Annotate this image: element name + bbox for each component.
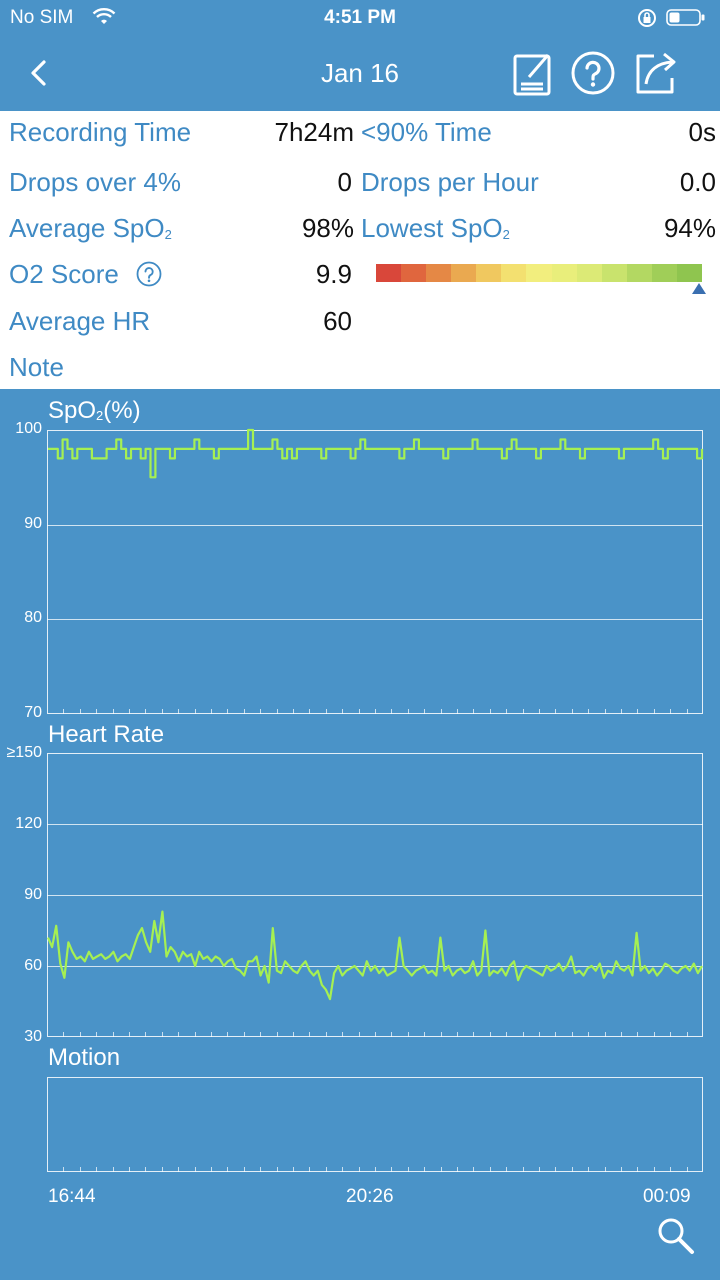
battery-icon: [666, 9, 706, 26]
spo2-chart-title-text: SpO: [48, 397, 97, 424]
o2-score-value: 9.9: [315, 259, 352, 289]
carrier-label: No SIM: [10, 7, 74, 28]
average-spo2-label: Average SpO2: [9, 213, 172, 244]
spo2-ytick-label: 100: [15, 420, 42, 437]
lowest-spo2-label-text: Lowest SpO: [361, 213, 503, 243]
chart-grid: [47, 753, 703, 1037]
zoom-button[interactable]: [656, 1216, 696, 1256]
chart-grid: [47, 1077, 703, 1172]
wifi-icon: [92, 7, 116, 33]
spo2-chart-title-sub: 2: [96, 408, 104, 423]
below-90-time-label: <90% Time: [361, 117, 492, 147]
chart-grid: [47, 430, 703, 714]
average-spo2-value: 98%: [301, 213, 354, 243]
hr-ytick-label: 90: [24, 886, 42, 903]
hr-ytick-label: 120: [15, 815, 42, 832]
recording-time-label: Recording Time: [9, 117, 192, 147]
heart-rate-chart-title: Heart Rate: [48, 721, 165, 748]
spo2-ytick-label: 70: [24, 704, 42, 721]
drops-per-hour-label: Drops per Hour: [361, 167, 539, 197]
lowest-spo2-label: Lowest SpO2: [361, 213, 510, 244]
x-axis-start-label: 16:44: [48, 1186, 96, 1207]
average-spo2-label-sub: 2: [164, 227, 172, 242]
average-hr-value: 60: [323, 306, 352, 336]
edit-note-button[interactable]: [510, 50, 556, 96]
x-axis-end-label: 00:09: [643, 1186, 691, 1207]
o2-score-scale: [376, 264, 703, 282]
heart-rate-chart: [46, 753, 703, 1037]
below-90-time-value: 0s: [688, 117, 716, 147]
orientation-lock-icon: [636, 7, 658, 35]
spo2-chart: [47, 428, 704, 714]
question-icon: [571, 51, 615, 95]
back-button[interactable]: [22, 54, 56, 92]
o2-score-help-icon[interactable]: [136, 261, 162, 287]
score-scale-segment: [651, 264, 677, 282]
recording-time-value: 7h24m: [274, 117, 355, 147]
score-scale-segment: [551, 264, 577, 282]
lowest-spo2-label-sub: 2: [502, 227, 510, 242]
page-title: Jan 16: [320, 58, 400, 88]
x-axis-mid-label: 20:26: [346, 1186, 394, 1207]
score-scale-segment: [426, 264, 452, 282]
chart-frame: [47, 430, 703, 714]
note-label[interactable]: Note: [9, 352, 64, 382]
magnifier-icon: [658, 1218, 694, 1254]
spo2-chart-title: SpO2(%): [48, 397, 141, 425]
clock: 4:51 PM: [324, 7, 396, 28]
average-hr-label: Average HR: [9, 306, 151, 336]
edit-note-icon: [513, 54, 551, 96]
o2-score-marker: [691, 283, 706, 294]
hr-ytick-label: ≥150: [6, 744, 42, 761]
score-scale-segment: [451, 264, 477, 282]
score-scale-segment: [626, 264, 652, 282]
hr-ytick-label: 60: [24, 957, 42, 974]
o2-score-label: O2 Score: [9, 259, 119, 289]
score-scale-segment: [576, 264, 602, 282]
share-icon: [636, 52, 676, 94]
motion-chart: [47, 1077, 703, 1172]
heart-rate-series-line: [46, 910, 703, 1001]
average-spo2-label-text: Average SpO: [9, 213, 165, 243]
score-scale-segment: [376, 264, 402, 282]
motion-chart-title: Motion: [48, 1044, 121, 1071]
score-scale-segment: [526, 264, 552, 282]
spo2-chart-title-unit: (%): [103, 397, 141, 424]
score-scale-segment: [476, 264, 502, 282]
score-scale-segment: [601, 264, 627, 282]
lowest-spo2-value: 94%: [663, 213, 716, 243]
chevron-left-icon: [31, 60, 46, 86]
help-button[interactable]: [570, 50, 616, 96]
summary-panel: Recording Time 7h24m <90% Time 0s Drops …: [0, 111, 720, 389]
chart-frame: [47, 1077, 703, 1172]
spo2-ytick-label: 90: [24, 515, 42, 532]
drops-value: 0: [337, 167, 352, 197]
share-button[interactable]: [632, 50, 678, 96]
spo2-series-line: [48, 428, 704, 479]
score-scale-segment: [401, 264, 427, 282]
drops-per-hour-value: 0.0: [679, 167, 716, 197]
status-bar: No SIM 4:51 PM: [0, 0, 720, 36]
score-scale-segment: [676, 264, 703, 282]
spo2-ytick-label: 80: [24, 609, 42, 626]
drops-label: Drops over 4%: [9, 167, 181, 197]
score-scale-segment: [501, 264, 527, 282]
hr-ytick-label: 30: [24, 1028, 42, 1045]
nav-bar: Jan 16: [0, 36, 720, 111]
